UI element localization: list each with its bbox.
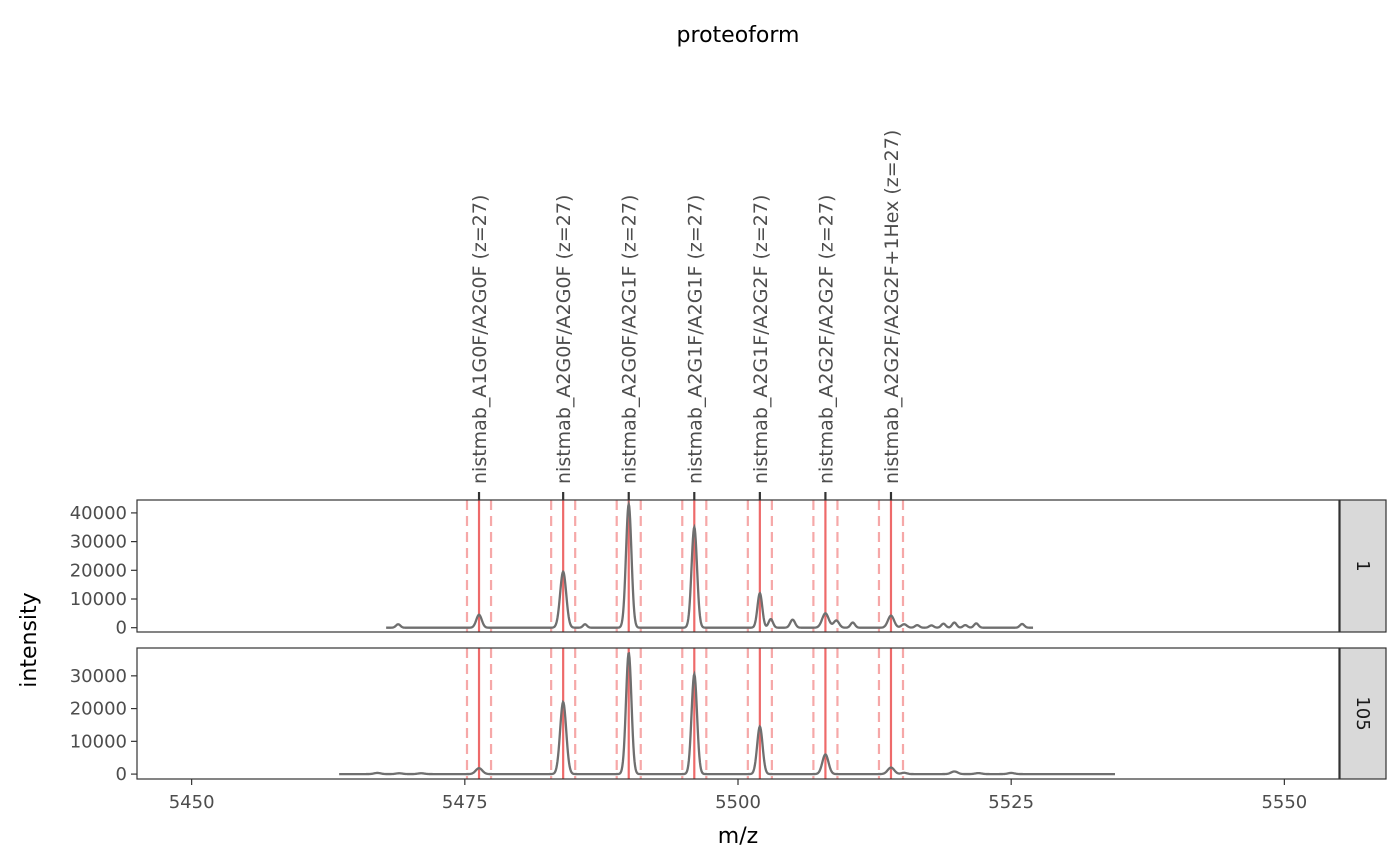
panel-background <box>137 500 1339 632</box>
proteoform-labels: nistmab_A1G0F/A2G0F (z=27) nistmab_A2G0F/… <box>469 130 903 500</box>
y-tick-label: 10000 <box>70 589 127 610</box>
facet-strip-label: 105 <box>1352 696 1373 730</box>
proteoform-label-6: nistmab_A2G2F/A2G2F (z=27) <box>815 195 837 484</box>
x-tick-label: 5450 <box>169 792 215 813</box>
proteoform-label-3: nistmab_A2G0F/A2G1F (z=27) <box>619 195 641 484</box>
y-tick-label: 0 <box>116 764 127 785</box>
panel-border <box>136 499 1340 633</box>
proteoform-label-5: nistmab_A2G1F/A2G2F (z=27) <box>750 195 772 484</box>
y-tick-label: 40000 <box>70 503 127 524</box>
facet-strip <box>1339 647 1387 780</box>
x-axis-label: m/z <box>718 824 758 849</box>
spectrum-trace <box>386 499 1034 629</box>
proteoform-label-1: nistmab_A1G0F/A2G0F (z=27) <box>469 195 491 484</box>
y-tick-label: 30000 <box>70 666 127 687</box>
chart-title: proteoform <box>677 23 800 48</box>
panel-105: 0 10000 20000 30000 105 <box>70 647 1387 785</box>
facet-strip-label: 1 <box>1352 560 1373 571</box>
x-tick-label: 5550 <box>1261 792 1307 813</box>
y-tick-label: 0 <box>116 618 127 639</box>
x-tick-label: 5475 <box>442 792 488 813</box>
x-tick-label: 5500 <box>715 792 761 813</box>
y-tick-label: 20000 <box>70 560 127 581</box>
proteoform-label-7: nistmab_A2G2F/A2G2F+1Hex (z=27) <box>881 130 903 484</box>
y-tick-label: 20000 <box>70 699 127 720</box>
x-tick-label: 5525 <box>988 792 1034 813</box>
y-axis-label: intensity <box>17 592 42 687</box>
facet-strip <box>1339 499 1387 633</box>
spectrum-trace <box>339 651 1115 776</box>
y-tick-label: 30000 <box>70 532 127 553</box>
proteoform-label-2: nistmab_A2G0F/A2G0F (z=27) <box>553 195 575 484</box>
panel-1: 0 10000 20000 30000 40000 1 <box>70 499 1387 639</box>
panel-background <box>137 648 1339 779</box>
y-tick-label: 10000 <box>70 731 127 752</box>
proteoform-label-4: nistmab_A2G1F/A2G1F (z=27) <box>684 195 706 484</box>
x-axis: 5450 5475 5500 5525 5550 <box>169 779 1307 813</box>
